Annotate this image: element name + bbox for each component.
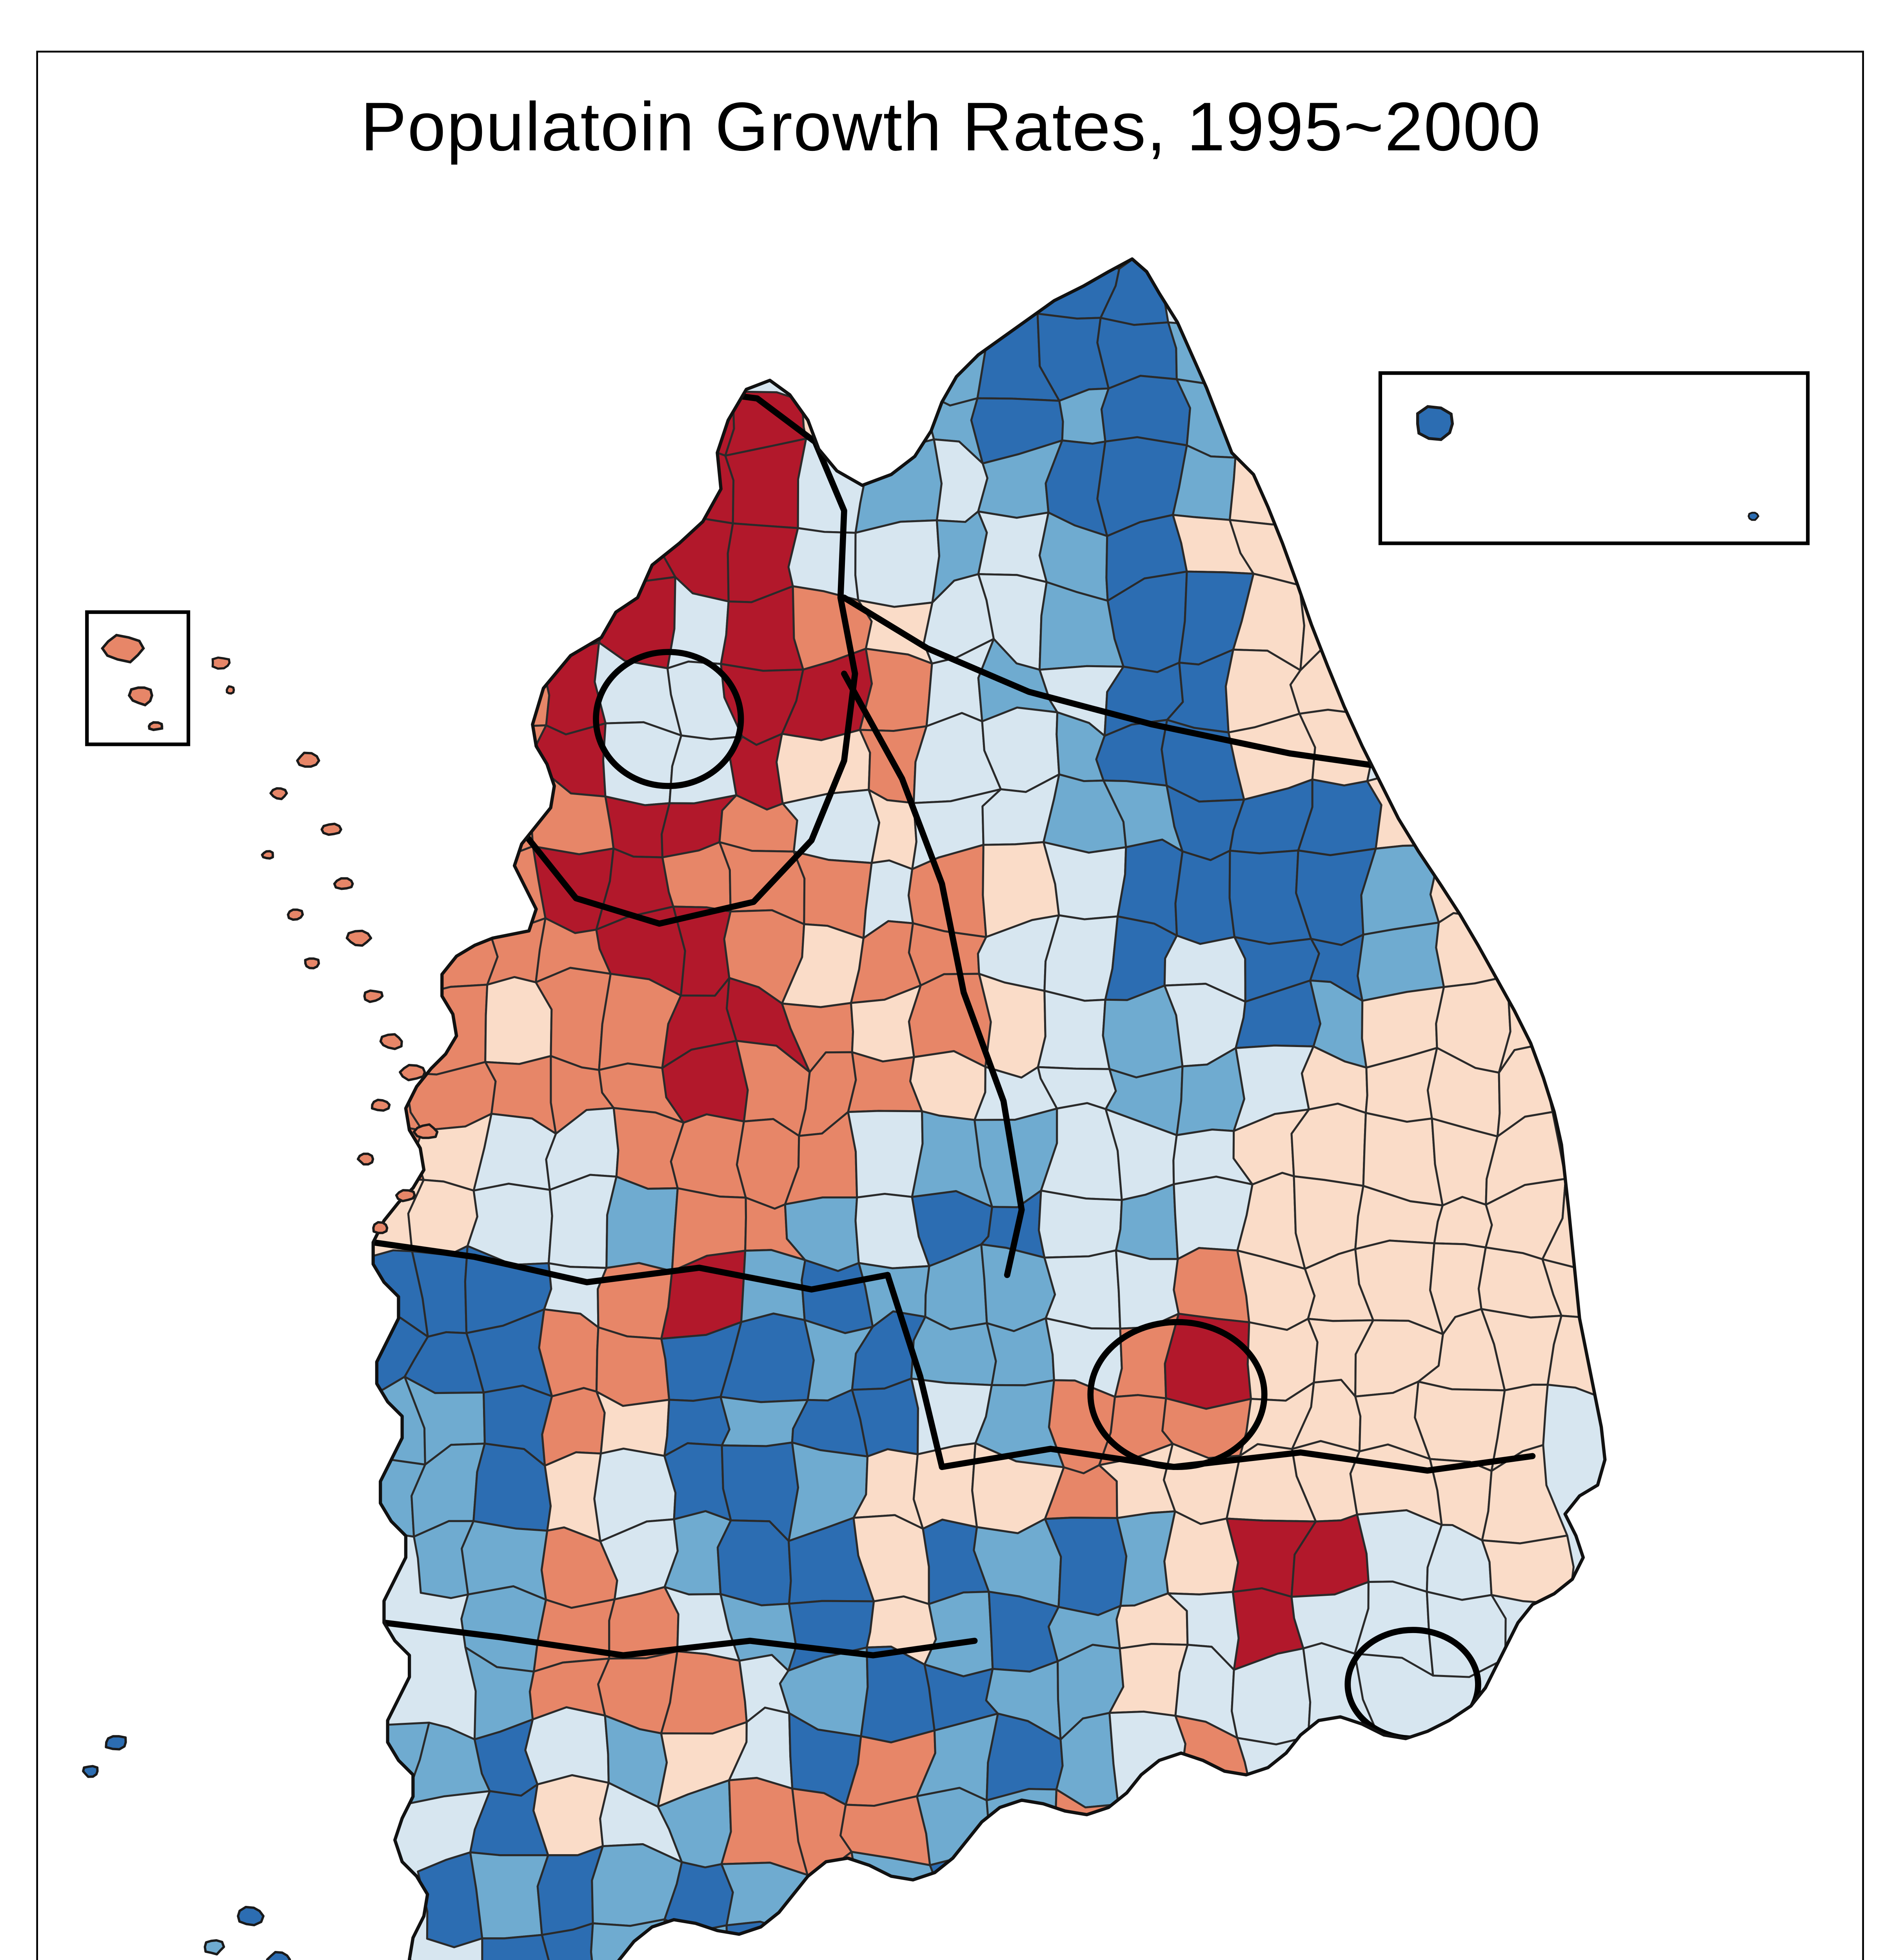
island <box>203 1939 225 1956</box>
island <box>296 751 320 768</box>
island <box>399 1064 426 1082</box>
islands <box>82 751 439 1960</box>
island <box>333 877 354 890</box>
island <box>105 1735 127 1751</box>
inset-box <box>85 610 191 746</box>
island <box>304 957 320 969</box>
choropleth-map <box>82 257 1810 1960</box>
dokdo-island <box>1748 512 1760 521</box>
island <box>287 908 304 921</box>
inset-ulleungdo-dokdo <box>1378 371 1810 545</box>
island <box>225 685 235 695</box>
island <box>100 633 145 664</box>
island <box>320 822 342 836</box>
island <box>261 850 274 860</box>
island <box>82 1765 99 1778</box>
sheet-border <box>36 51 1864 1960</box>
island <box>269 787 288 800</box>
island <box>372 1221 389 1234</box>
island <box>371 1098 391 1112</box>
island <box>412 1123 439 1139</box>
island <box>345 929 372 947</box>
island <box>379 1033 403 1050</box>
map-title: Populatoin Growth Rates, 1995~2000 <box>360 91 1542 167</box>
island <box>266 1951 291 1960</box>
island <box>356 1152 374 1166</box>
ulleungdo-island <box>1416 405 1454 441</box>
inset-northwest-islands <box>85 610 235 746</box>
island <box>363 989 384 1003</box>
island <box>211 656 231 670</box>
island <box>395 1189 416 1202</box>
island <box>237 1906 265 1927</box>
island <box>147 721 163 731</box>
inset-box <box>1378 371 1810 545</box>
mainland-mosaic <box>373 259 1605 1960</box>
coastline <box>371 257 1607 1960</box>
island <box>127 686 153 707</box>
